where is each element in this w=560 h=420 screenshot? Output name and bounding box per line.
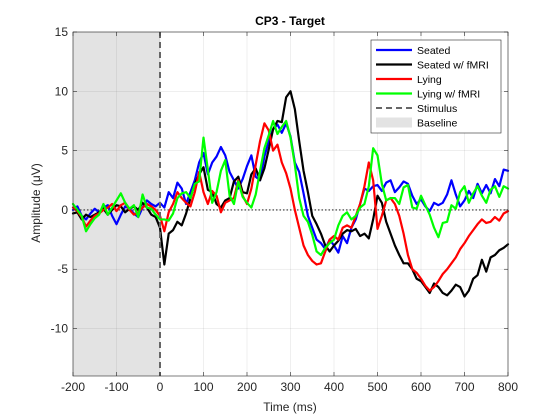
y-tick-label: -10	[51, 322, 69, 336]
x-tick-label: 300	[280, 380, 300, 394]
x-tick-label: 400	[324, 380, 344, 394]
x-tick-label: 600	[411, 380, 431, 394]
legend-label-seated-w-fmri: Seated w/ fMRI	[417, 60, 489, 72]
y-tick-label: 10	[55, 84, 69, 98]
x-tick-label: -100	[104, 380, 128, 394]
x-tick-label: -200	[61, 380, 85, 394]
legend-label-seated: Seated	[417, 45, 450, 57]
x-tick-label: 200	[237, 380, 257, 394]
y-tick-label: 5	[61, 144, 68, 158]
legend-label-lying: Lying	[417, 74, 442, 86]
x-tick-label: 100	[193, 380, 213, 394]
y-tick-label: 15	[55, 25, 69, 39]
x-tick-label: 500	[367, 380, 387, 394]
chart-title: CP3 - Target	[255, 14, 325, 28]
legend-label-stimulus: Stimulus	[417, 103, 457, 115]
x-axis-label: Time (ms)	[263, 400, 317, 414]
x-tick-label: 800	[498, 380, 518, 394]
legend-swatch-baseline	[376, 117, 412, 128]
x-tick-label: 0	[157, 380, 164, 394]
legend-label-baseline: Baseline	[417, 118, 457, 130]
legend: Seated Seated w/ fMRI Lying Lying w/ fMRI St…	[370, 39, 502, 134]
y-axis-label: Amplitude (μV)	[29, 163, 43, 243]
x-tick-label: 700	[454, 380, 474, 394]
y-tick-label: 0	[61, 203, 68, 217]
y-tick-label: -5	[57, 262, 68, 276]
legend-label-lying-w-fmri: Lying w/ fMRI	[417, 89, 480, 101]
series-line-lying-w-fmri	[71, 119, 510, 257]
